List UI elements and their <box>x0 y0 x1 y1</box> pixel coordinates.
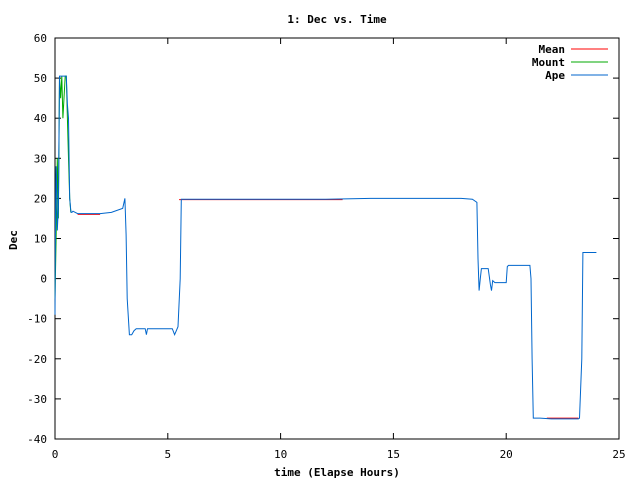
y-tick-label: 0 <box>40 273 47 286</box>
x-tick-label: 15 <box>387 448 400 461</box>
y-tick-label: 60 <box>34 32 47 45</box>
x-tick-label: 5 <box>164 448 171 461</box>
y-tick-label: -10 <box>27 313 47 326</box>
x-tick-label: 0 <box>52 448 59 461</box>
chart-title: 1: Dec vs. Time <box>287 13 387 26</box>
legend-label-mount: Mount <box>532 56 565 69</box>
y-tick-label: 20 <box>34 192 47 205</box>
y-tick-label: -20 <box>27 353 47 366</box>
y-axis-label: Dec <box>7 230 20 250</box>
y-tick-label: -30 <box>27 393 47 406</box>
series-line-ape <box>54 75 597 420</box>
legend-label-mean: Mean <box>539 43 566 56</box>
series-line-mount <box>54 75 72 299</box>
y-tick-label: 10 <box>34 233 47 246</box>
plot-frame <box>54 37 620 440</box>
x-tick-label: 20 <box>500 448 513 461</box>
legend-label-ape: Ape <box>545 69 565 82</box>
y-tick-label: 40 <box>34 112 47 125</box>
x-tick-label: 10 <box>274 448 287 461</box>
plot-area: -40 -30 -20 -10 0 10 20 30 40 50 60 0 5 10 15 20 25 <box>27 32 626 461</box>
y-tick-label: -40 <box>27 433 47 446</box>
x-tick-label: 25 <box>612 448 625 461</box>
y-tick-label: 50 <box>34 72 47 85</box>
x-axis-label: time (Elapse Hours) <box>274 466 400 479</box>
y-tick-label: 30 <box>34 152 47 165</box>
